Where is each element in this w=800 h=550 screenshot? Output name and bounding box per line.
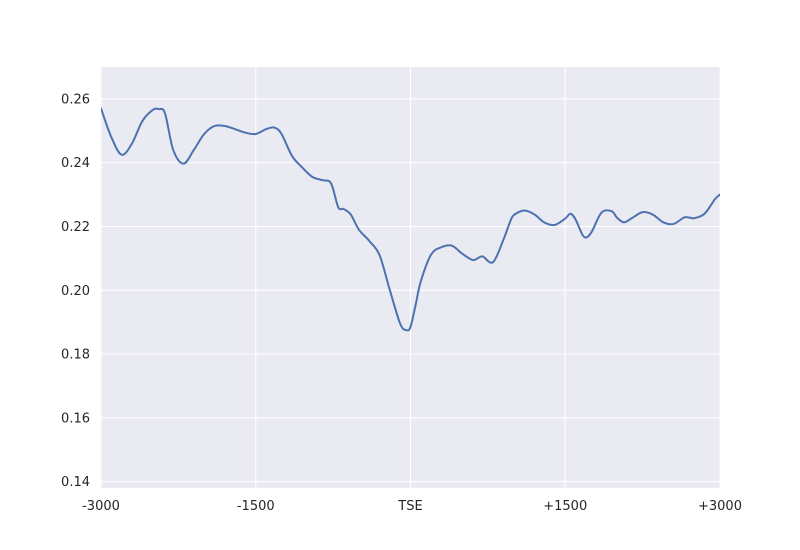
y-tick-label: 0.20 [61, 284, 90, 299]
series-line [101, 107, 720, 332]
y-tick-label: 0.22 [61, 220, 90, 235]
y-axis-tick-labels: 0.14 0.16 0.18 0.20 0.22 0.24 0.26 [61, 92, 90, 490]
x-tick-label: +1500 [543, 499, 587, 514]
x-tick-label: -1500 [237, 499, 275, 514]
y-tick-label: 0.16 [61, 411, 90, 426]
series-layer [101, 107, 720, 332]
y-tick-label: 0.14 [61, 475, 90, 490]
y-tick-label: 0.26 [61, 92, 90, 107]
x-axis-tick-labels: -3000 -1500 TSE +1500 +3000 [82, 499, 742, 514]
gridlines [100, 67, 721, 488]
x-tick-label: -3000 [82, 499, 120, 514]
x-tick-label: +3000 [698, 499, 742, 514]
x-tick-label: TSE [397, 499, 422, 514]
y-tick-label: 0.18 [61, 348, 90, 363]
y-tick-label: 0.24 [61, 156, 90, 171]
